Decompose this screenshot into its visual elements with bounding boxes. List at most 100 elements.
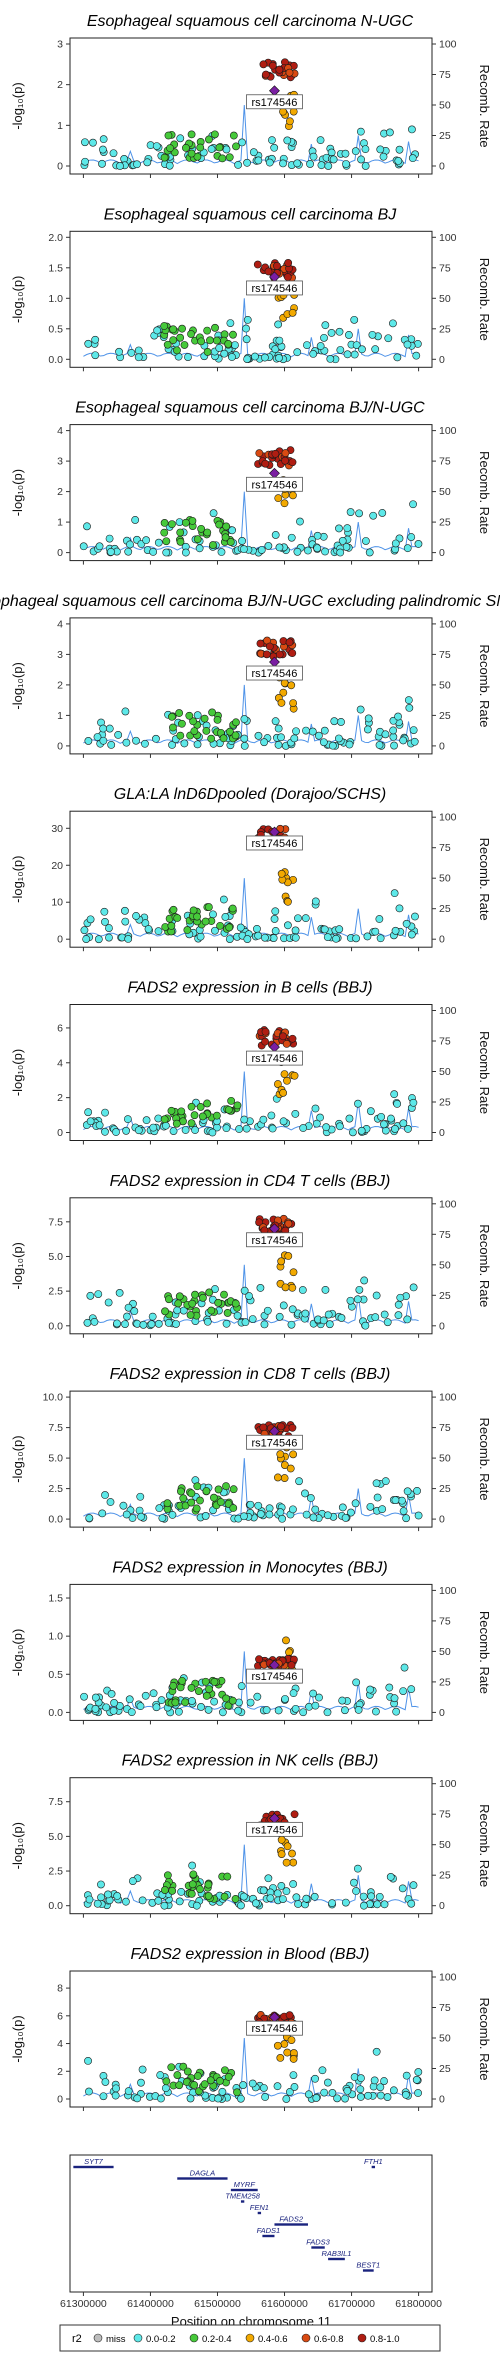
snp-point [229, 330, 237, 339]
snp-point [396, 1293, 405, 1302]
snp-point [373, 1493, 382, 1502]
snp-point [189, 1870, 198, 1879]
gene-bar [311, 2246, 325, 2249]
snp-point [176, 537, 185, 546]
snp-point [83, 522, 91, 531]
snp-point [160, 1901, 169, 1910]
snp-point [276, 1450, 285, 1459]
y-tick-label: 2.0 [48, 232, 63, 244]
snp-point [243, 158, 251, 167]
gene-bar [240, 2200, 245, 2203]
snp-point [143, 158, 152, 167]
snp-point [311, 1505, 320, 1514]
snp-point [181, 1698, 190, 1707]
snp-point [305, 1702, 313, 1711]
snp-point [338, 536, 347, 545]
snp-point [260, 1320, 269, 1329]
snp-point [242, 335, 251, 344]
snp-point [215, 520, 224, 529]
lead-snp-label: rs174546 [252, 2023, 298, 2035]
snp-point [110, 1699, 118, 1707]
y2-tick-label: 25 [439, 1483, 451, 1495]
snp-point [172, 1320, 180, 1328]
snp-point [389, 733, 398, 741]
snp-point [325, 1320, 334, 1329]
snp-point [165, 161, 174, 170]
snp-point [366, 1502, 375, 1511]
snp-point [136, 1492, 145, 1501]
snp-point [255, 1655, 263, 1664]
snp-point [224, 340, 233, 348]
snp-point [336, 548, 345, 557]
snp-point [124, 547, 133, 556]
snp-point [287, 681, 296, 690]
snp-point [104, 1890, 112, 1899]
snp-point [173, 346, 181, 355]
snp-point [313, 531, 322, 540]
snp-point [191, 1126, 199, 1134]
y-tick-label: 1.5 [48, 262, 63, 274]
snp-point [196, 1103, 205, 1111]
snp-point [137, 1512, 145, 1521]
panel-title: FADS2 expression in Blood (BBJ) [131, 1946, 370, 1963]
snp-point [222, 522, 231, 531]
snp-point [386, 1114, 395, 1123]
y-tick-label: 4 [57, 618, 63, 630]
snp-point [323, 933, 332, 942]
panel-3: Esophageal squamous cell carcinoma BJ/N-… [10, 400, 492, 565]
snp-point [157, 2094, 165, 2103]
snp-point [142, 536, 151, 545]
y-tick-label: 5.0 [48, 1251, 63, 1263]
snp-point [124, 935, 133, 943]
snp-point [226, 538, 235, 546]
snp-point [399, 1687, 408, 1695]
y2-tick-label: 50 [439, 1839, 451, 1851]
snp-point [259, 1115, 268, 1124]
snp-point [402, 1514, 411, 1523]
y2-tick-label: 0 [439, 1900, 445, 1912]
snp-point [394, 157, 403, 165]
snp-point [101, 1491, 109, 1499]
snp-point [288, 458, 297, 467]
snp-point [180, 341, 189, 349]
snp-point [161, 1307, 169, 1316]
snp-point [282, 1887, 291, 1896]
snp-point [354, 1705, 363, 1714]
snp-point [79, 542, 88, 551]
y2-tick-label: 75 [439, 842, 451, 854]
snp-point [243, 935, 252, 943]
snp-point [356, 127, 365, 136]
snp-point [288, 1849, 296, 1858]
snp-point [248, 1315, 257, 1323]
snp-point [160, 1115, 169, 1124]
snp-point [186, 2094, 195, 2103]
legend-swatch [301, 2333, 311, 2343]
snp-point [134, 1126, 143, 1135]
snp-point [364, 2091, 372, 2100]
legend-swatch [93, 2333, 103, 2343]
y-tick-label: 4 [57, 2038, 63, 2050]
y-tick-label: 4 [57, 1057, 63, 1069]
snp-point [217, 548, 226, 556]
snp-point [163, 1499, 172, 1508]
snp-point [192, 1901, 201, 1910]
snp-point [407, 930, 416, 939]
y-tick-label: 5.0 [48, 1831, 63, 1843]
snp-point [381, 730, 390, 739]
snp-point [273, 1473, 282, 1482]
snp-point [178, 324, 186, 333]
y2-tick-label: 100 [439, 1005, 457, 1017]
snp-point [407, 1899, 416, 1908]
snp-point [294, 914, 302, 923]
snp-point [321, 1285, 330, 1294]
snp-point [228, 353, 236, 361]
snp-point [353, 1864, 362, 1873]
snp-point [409, 500, 417, 509]
snp-point [210, 1677, 219, 1686]
y-tick-label: 0 [57, 161, 63, 173]
snp-point [376, 934, 385, 943]
y-tick-label: 20 [51, 860, 63, 872]
snp-point [99, 736, 108, 745]
snp-point [283, 921, 292, 930]
snp-point [183, 926, 192, 934]
